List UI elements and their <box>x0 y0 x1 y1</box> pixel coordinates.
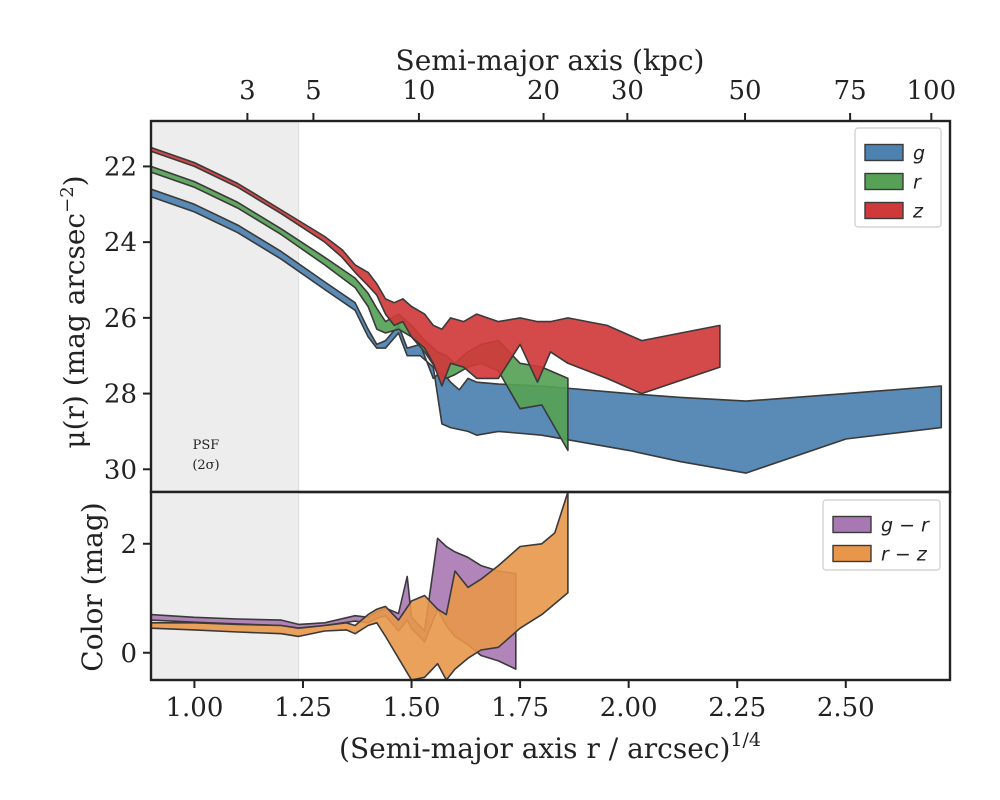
sb-ytick-label-3: 28 <box>104 380 137 410</box>
surface-brightness-panel: 22 24 26 28 30 grz <box>104 119 952 494</box>
color-y-axis-title: Color (mag) <box>76 502 109 671</box>
color-bands <box>151 492 569 680</box>
xtick-label-5: 2.25 <box>708 693 766 723</box>
psf-shaded-region <box>151 121 299 492</box>
legend-swatch-0 <box>832 515 872 534</box>
kpc-tick-label-6: 75 <box>834 76 867 106</box>
bottom-x-axis: 1.00 1.25 1.50 1.75 2.00 2.25 2.50 <box>165 680 875 723</box>
kpc-tick-label-2: 10 <box>402 76 435 106</box>
sb-ytick-label-1: 24 <box>104 228 137 258</box>
kpc-tick-label-5: 50 <box>728 76 761 106</box>
x-axis-title: (Semi-major axis r / arcsec)1/4 <box>339 729 761 765</box>
kpc-tick-label-7: 100 <box>907 76 957 106</box>
psf-label-line2: (2σ) <box>192 458 219 473</box>
psf-shaded-region <box>151 492 299 680</box>
sb-y-axis-title: μ(r) (mag arcsec−2) <box>57 175 91 448</box>
legend-swatch-0 <box>864 143 904 162</box>
xtick-label-0: 1.00 <box>165 693 223 723</box>
kpc-tick-label-1: 5 <box>305 76 322 106</box>
kpc-tick-label-4: 30 <box>611 76 644 106</box>
sb-ytick-label-4: 30 <box>104 455 137 485</box>
legend-label-2: z <box>912 201 924 223</box>
xtick-label-3: 1.75 <box>491 693 549 723</box>
kpc-tick-label-0: 3 <box>239 76 256 106</box>
color-panel: 0 2 g − r r − z <box>120 490 952 682</box>
legend-label-0: g − r <box>881 515 930 537</box>
psf-label-line1: PSF <box>193 438 220 453</box>
legend-label-1: r − z <box>881 544 928 566</box>
kpc-tick-label-3: 20 <box>527 76 560 106</box>
series-band-g <box>150 188 943 474</box>
legend-swatch-2 <box>864 201 904 220</box>
xtick-label-2: 1.50 <box>383 693 441 723</box>
color-ytick-label-0: 0 <box>120 639 137 669</box>
sb-ytick-label-2: 26 <box>104 304 137 334</box>
color-plot-frame <box>149 490 952 682</box>
sb-ytick-label-0: 22 <box>104 152 137 182</box>
xtick-label-4: 2.00 <box>600 693 658 723</box>
xtick-label-6: 2.50 <box>817 693 875 723</box>
top-axis-title: Semi-major axis (kpc) <box>396 44 705 77</box>
legend-label-1: r <box>913 172 922 194</box>
legend-label-0: g <box>913 143 925 165</box>
color-band-1 <box>151 492 569 680</box>
series-band-z <box>150 146 721 395</box>
top-kpc-axis: 3 5 10 20 30 50 75 100 <box>239 76 956 121</box>
color-ytick-label-1: 2 <box>120 530 137 560</box>
legend-swatch-1 <box>832 544 872 563</box>
legend-swatch-1 <box>864 172 904 191</box>
series-band-r <box>150 165 569 452</box>
xtick-label-1: 1.25 <box>274 693 332 723</box>
